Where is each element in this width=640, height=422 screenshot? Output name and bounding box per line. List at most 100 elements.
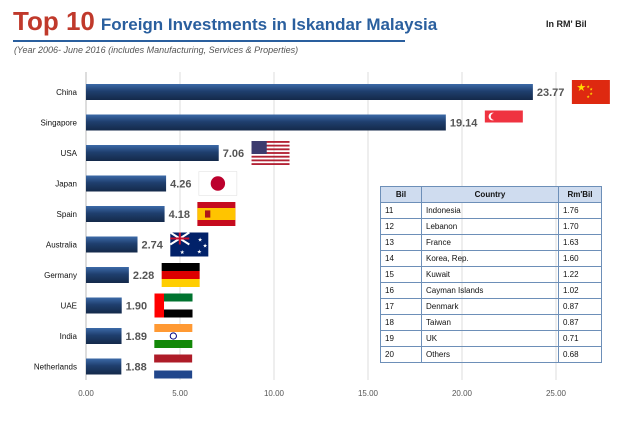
table-header-row: Bil Country Rm'Bil: [380, 186, 602, 203]
row-value: 1.76: [558, 202, 602, 219]
svg-text:★: ★: [198, 238, 203, 244]
ranking-table-container: Bil Country Rm'Bil 11 Indonesia 1.76 12 Leba…: [380, 186, 602, 377]
row-country: Kuwait: [421, 266, 559, 283]
value-label: 2.74: [142, 240, 164, 252]
row-bil: 15: [380, 266, 422, 283]
row-value: 1.02: [558, 282, 602, 299]
row-bil: 17: [380, 298, 422, 315]
row-country: Cayman Islands: [421, 282, 559, 299]
x-tick-label: 5.00: [172, 389, 188, 398]
value-label: 4.26: [170, 179, 191, 191]
row-country: Indonesia: [421, 202, 559, 219]
germany-flag: [161, 263, 200, 287]
category-label: Netherlands: [34, 363, 77, 372]
title-sub: Foreign Investments in Iskandar Malaysia: [100, 15, 438, 34]
unit-label: In RM' Bil: [546, 19, 587, 29]
bar: [86, 236, 138, 253]
bar: [86, 175, 167, 192]
value-label: 7.06: [223, 148, 244, 160]
row-bil: 14: [380, 250, 422, 267]
row-bil: 18: [380, 314, 422, 331]
category-label: Japan: [55, 180, 77, 189]
bar: [86, 328, 122, 344]
x-tick-label: 25.00: [546, 389, 567, 398]
x-tick-label: 20.00: [452, 389, 473, 398]
row-country: Korea, Rep.: [421, 250, 559, 267]
x-tick-label: 0.00: [78, 389, 94, 398]
category-label: UAE: [61, 302, 77, 311]
row-country: Denmark: [421, 298, 559, 315]
table-row: 13 France 1.63: [380, 234, 602, 251]
header-rm-bil: Rm'Bil: [558, 186, 602, 203]
table-row: 18 Taiwan 0.87: [380, 314, 602, 331]
table-row: 20 Others 0.68: [380, 346, 602, 363]
australia-flag: ★★★★: [169, 231, 209, 257]
category-label: Australia: [46, 241, 78, 250]
row-bil: 20: [380, 346, 422, 363]
svg-text:★: ★: [576, 82, 586, 94]
svg-text:★: ★: [586, 84, 590, 89]
svg-text:★: ★: [180, 250, 185, 256]
china-flag: ★ ★★★★: [571, 80, 610, 104]
table-row: 14 Korea, Rep. 1.60: [380, 250, 602, 267]
svg-text:★: ★: [197, 250, 202, 256]
header-bil: Bil: [380, 186, 422, 203]
row-country: UK: [421, 330, 559, 347]
row-bil: 12: [380, 218, 422, 235]
row-bil: 19: [380, 330, 422, 347]
value-label: 4.18: [169, 209, 190, 221]
svg-text:★: ★: [589, 87, 593, 92]
table-row: 19 UK 0.71: [380, 330, 602, 347]
value-label: 1.89: [126, 331, 147, 343]
row-value: 1.63: [558, 234, 602, 251]
table-row: 16 Cayman Islands 1.02: [380, 282, 602, 299]
row-value: 0.87: [558, 314, 602, 331]
chart-title: Top 10 Foreign Investments in Iskandar Ma…: [13, 6, 437, 37]
table-row: 11 Indonesia 1.76: [380, 202, 602, 219]
bar: [86, 358, 122, 375]
table-row: 17 Denmark 0.87: [380, 298, 602, 315]
row-value: 1.22: [558, 266, 602, 283]
row-country: Others: [421, 346, 559, 363]
category-label: Singapore: [41, 119, 78, 128]
netherlands-flag: [154, 354, 193, 379]
chart-subtitle: (Year 2006- June 2016 (includes Manufact…: [14, 45, 299, 55]
value-label: 1.88: [125, 362, 146, 374]
category-label: Spain: [57, 210, 77, 219]
table-row: 12 Lebanon 1.70: [380, 218, 602, 235]
category-label: USA: [61, 149, 78, 158]
japan-flag: [198, 171, 238, 196]
usa-flag: [251, 141, 290, 165]
row-value: 0.71: [558, 330, 602, 347]
value-label: 19.14: [450, 118, 478, 130]
svg-text:★: ★: [589, 91, 593, 96]
bar: [86, 114, 446, 131]
table-row: 15 Kuwait 1.22: [380, 266, 602, 283]
value-label: 2.28: [133, 270, 154, 282]
row-bil: 11: [380, 202, 422, 219]
category-label: Germany: [44, 271, 77, 280]
uae-flag: [154, 293, 193, 318]
spain-flag: [197, 202, 236, 226]
svg-text:★: ★: [203, 244, 208, 250]
row-country: Taiwan: [421, 314, 559, 331]
x-tick-label: 15.00: [358, 389, 379, 398]
category-label: China: [56, 88, 77, 97]
row-bil: 16: [380, 282, 422, 299]
header-country: Country: [421, 186, 559, 203]
svg-text:★: ★: [586, 94, 590, 99]
bar: [86, 206, 165, 222]
row-value: 1.60: [558, 250, 602, 267]
value-label: 23.77: [537, 87, 565, 99]
bar: [86, 297, 122, 314]
row-value: 0.68: [558, 346, 602, 363]
title-main: Top 10: [13, 6, 95, 36]
table-body: 11 Indonesia 1.76 12 Lebanon 1.70 13 France 1.63…: [380, 202, 602, 363]
row-country: Lebanon: [421, 218, 559, 235]
title-underline: [13, 40, 405, 42]
row-value: 1.70: [558, 218, 602, 235]
singapore-flag: [484, 110, 523, 135]
row-value: 0.87: [558, 298, 602, 315]
row-bil: 13: [380, 234, 422, 251]
